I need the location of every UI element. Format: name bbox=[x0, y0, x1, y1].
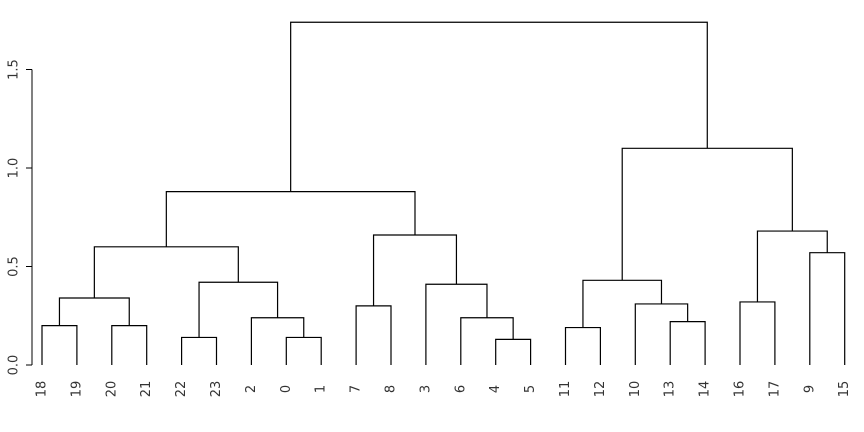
y-tick-label-0: 0.0 bbox=[7, 355, 22, 376]
leaf-label-23: 23 bbox=[209, 381, 224, 398]
merge-link-18 bbox=[739, 301, 776, 365]
leaf-label-13: 13 bbox=[663, 381, 678, 398]
merge-link-5 bbox=[250, 317, 305, 365]
merge-link-8 bbox=[355, 305, 392, 365]
merge-link-4 bbox=[285, 336, 322, 365]
y-tick-label-1: 0.5 bbox=[7, 256, 22, 277]
merge-link-0 bbox=[41, 325, 78, 365]
merge-link-14 bbox=[564, 326, 601, 365]
merge-link-13 bbox=[165, 191, 416, 247]
merge-link-7 bbox=[93, 246, 239, 299]
leaf-label-21: 21 bbox=[139, 381, 154, 398]
merge-link-10 bbox=[460, 317, 514, 365]
merge-link-15 bbox=[669, 321, 706, 365]
merge-link-11 bbox=[425, 283, 488, 365]
leaf-label-6: 6 bbox=[453, 385, 468, 393]
leaf-label-10: 10 bbox=[628, 381, 643, 398]
leaf-label-17: 17 bbox=[767, 381, 782, 398]
leaf-label-19: 19 bbox=[69, 381, 84, 398]
y-tick-label-2: 1.0 bbox=[7, 158, 22, 179]
leaf-label-1: 1 bbox=[314, 385, 329, 393]
leaf-label-11: 11 bbox=[558, 381, 573, 398]
merge-link-3 bbox=[181, 336, 218, 365]
leaf-label-8: 8 bbox=[384, 385, 399, 393]
merge-link-16 bbox=[634, 303, 689, 365]
merge-link-12 bbox=[372, 234, 458, 306]
leaf-label-5: 5 bbox=[523, 385, 538, 393]
leaf-label-7: 7 bbox=[349, 385, 364, 393]
y-axis: 0.0 0.5 1.0 1.5 bbox=[7, 59, 33, 375]
merge-link-6 bbox=[198, 281, 279, 338]
merge-link-9 bbox=[495, 338, 532, 365]
y-tick-label-3: 1.5 bbox=[7, 59, 22, 80]
leaf-label-18: 18 bbox=[35, 381, 50, 398]
leaf-label-0: 0 bbox=[279, 385, 294, 393]
leaf-label-14: 14 bbox=[698, 381, 713, 398]
merge-link-2 bbox=[58, 297, 130, 326]
leaf-label-20: 20 bbox=[104, 381, 119, 398]
leaf-label-15: 15 bbox=[837, 381, 852, 398]
merge-link-22 bbox=[290, 21, 708, 192]
merge-link-19 bbox=[809, 252, 846, 365]
merge-link-21 bbox=[621, 147, 793, 281]
leaf-labels: 18 19 20 21 22 23 2 0 1 7 8 3 6 4 5 11 12 10 13 14 16 17 9 15 bbox=[35, 381, 853, 398]
leaf-label-9: 9 bbox=[802, 385, 817, 393]
leaf-label-4: 4 bbox=[488, 385, 503, 393]
leaf-label-12: 12 bbox=[593, 381, 608, 398]
merge-link-1 bbox=[111, 325, 148, 365]
leaf-label-16: 16 bbox=[733, 381, 748, 398]
leaf-label-22: 22 bbox=[174, 381, 189, 398]
leaf-label-3: 3 bbox=[418, 385, 433, 393]
leaf-label-2: 2 bbox=[244, 385, 259, 393]
dendrogram-links bbox=[41, 21, 846, 365]
merge-link-20 bbox=[756, 230, 828, 302]
